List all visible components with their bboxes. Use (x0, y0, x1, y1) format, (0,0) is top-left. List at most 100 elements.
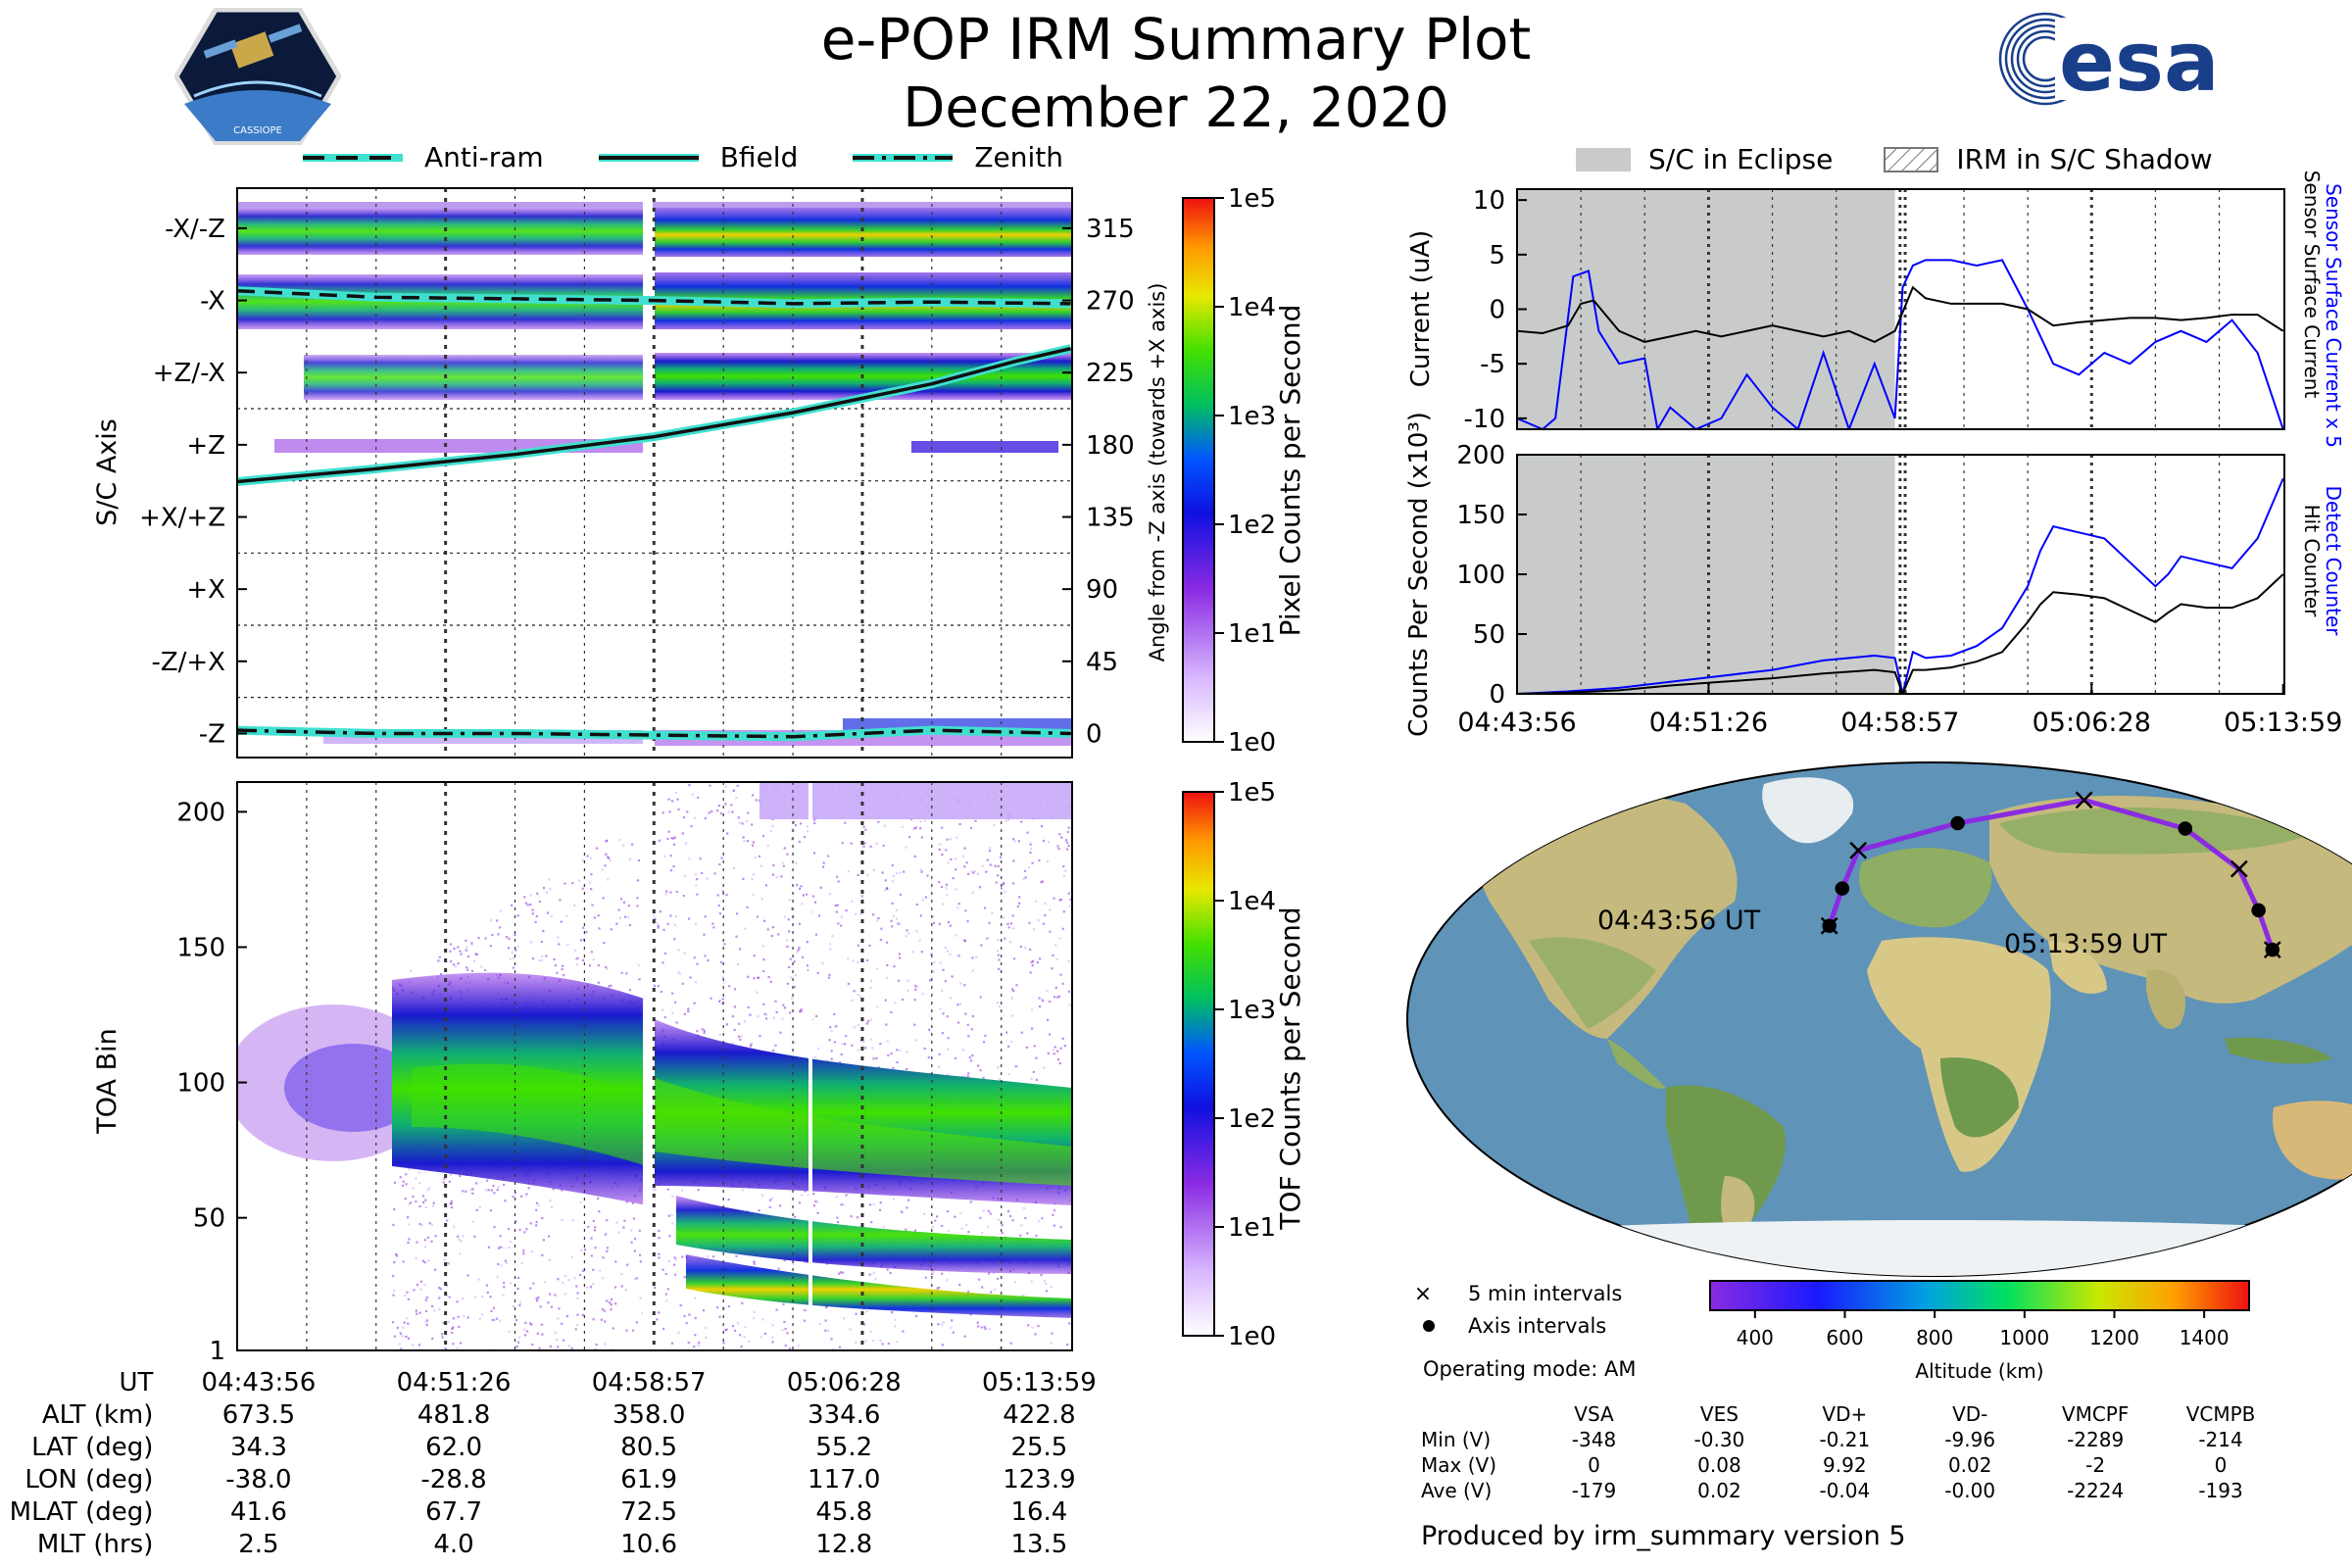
noise-speck (498, 1247, 501, 1250)
noise-speck (564, 1293, 566, 1296)
noise-speck (963, 940, 966, 943)
noise-speck (762, 945, 765, 948)
noise-speck (1007, 1045, 1010, 1048)
noise-speck (639, 1297, 642, 1299)
stats-col-ves: VES (1699, 1402, 1739, 1426)
noise-speck (865, 1310, 868, 1313)
noise-speck (541, 1253, 544, 1256)
noise-speck (1037, 919, 1040, 922)
noise-speck (430, 1240, 433, 1243)
noise-speck (963, 984, 966, 987)
noise-speck (797, 1345, 800, 1348)
noise-speck (477, 1278, 480, 1281)
noise-speck (508, 1330, 511, 1333)
noise-speck (515, 1345, 518, 1348)
noise-speck (660, 990, 662, 994)
noise-speck (585, 931, 588, 934)
noise-speck (913, 999, 916, 1002)
noise-speck (662, 928, 665, 931)
noise-speck (635, 1277, 638, 1280)
noise-speck (522, 1252, 525, 1255)
noise-speck (669, 891, 672, 894)
noise-speck (406, 1291, 409, 1294)
noise-speck (559, 899, 562, 902)
noise-speck (669, 914, 672, 917)
noise-speck (491, 934, 494, 937)
noise-speck (615, 1221, 618, 1224)
noise-speck (779, 1204, 782, 1207)
noise-speck (562, 1339, 565, 1342)
noise-speck (698, 1342, 701, 1345)
noise-speck (782, 864, 785, 867)
noise-speck (629, 858, 632, 860)
noise-speck (696, 1030, 699, 1033)
noise-speck (883, 824, 886, 827)
noise-speck (609, 1301, 612, 1304)
noise-speck (574, 949, 577, 952)
noise-speck (426, 1189, 429, 1192)
noise-speck (393, 1207, 396, 1211)
noise-speck (728, 985, 731, 988)
ephemeris-cell: 10.6 (620, 1529, 678, 1559)
noise-speck (428, 1187, 431, 1190)
noise-speck (434, 1235, 437, 1238)
legend-bfield-label: Bfield (719, 141, 799, 173)
noise-speck (928, 979, 932, 982)
noise-speck (620, 1285, 623, 1288)
stats-cell: 0.02 (1697, 1479, 1741, 1502)
stats-row-label: Ave (V) (1421, 1479, 1493, 1502)
noise-speck (529, 903, 532, 906)
noise-speck (732, 789, 735, 792)
noise-speck (1002, 916, 1005, 919)
noise-speck (409, 1201, 413, 1204)
noise-speck (710, 809, 713, 813)
noise-speck (621, 844, 624, 847)
noise-speck (737, 785, 740, 788)
endpoint-marker (1822, 918, 1837, 933)
anti-ram-trace (237, 288, 1071, 306)
noise-speck (997, 954, 1000, 956)
noise-speck (659, 910, 662, 913)
noise-speck (963, 1335, 966, 1338)
noise-speck (687, 1007, 690, 1010)
toa-spectrogram-image (237, 782, 1072, 1350)
noise-speck (565, 1315, 568, 1318)
noise-speck (530, 941, 533, 944)
noise-speck (558, 943, 561, 946)
noise-speck (997, 939, 1000, 942)
noise-speck (862, 825, 865, 828)
noise-speck (695, 884, 698, 887)
noise-speck (955, 934, 957, 937)
noise-speck (673, 1263, 676, 1266)
counts-time-label: 05:06:28 (2033, 708, 2151, 738)
noise-speck (667, 1214, 670, 1217)
noise-speck (549, 1293, 552, 1296)
noise-speck (681, 832, 684, 835)
noise-speck (719, 960, 723, 963)
noise-speck (512, 966, 514, 969)
noise-speck (681, 1255, 684, 1258)
noise-speck (794, 824, 798, 827)
legend-zenith: Zenith (849, 141, 1063, 173)
noise-speck (561, 1218, 564, 1221)
noise-speck (977, 1064, 980, 1067)
noise-speck (466, 1316, 469, 1319)
noise-speck (496, 919, 499, 922)
noise-speck (412, 1195, 415, 1199)
noise-speck (1004, 819, 1007, 822)
noise-speck (524, 902, 527, 905)
noise-speck (1056, 845, 1059, 848)
noise-speck (697, 1189, 700, 1192)
current-right-label-blue: Sensor Surface Current x 5 (2322, 183, 2345, 448)
noise-speck (415, 1257, 417, 1260)
noise-speck (767, 976, 770, 979)
ephemeris-cell: 41.6 (229, 1496, 287, 1527)
noise-speck (889, 1271, 892, 1274)
noise-speck (497, 1262, 500, 1266)
noise-speck (459, 950, 462, 953)
noise-speck (721, 1003, 724, 1005)
counts-time-label: 04:51:26 (1649, 708, 1768, 738)
ephemeris-row: MLAT (deg) 41.6 67.7 72.5 45.8 16.4 (0, 1495, 1137, 1528)
noise-speck (868, 1273, 871, 1276)
noise-speck (738, 1022, 741, 1025)
